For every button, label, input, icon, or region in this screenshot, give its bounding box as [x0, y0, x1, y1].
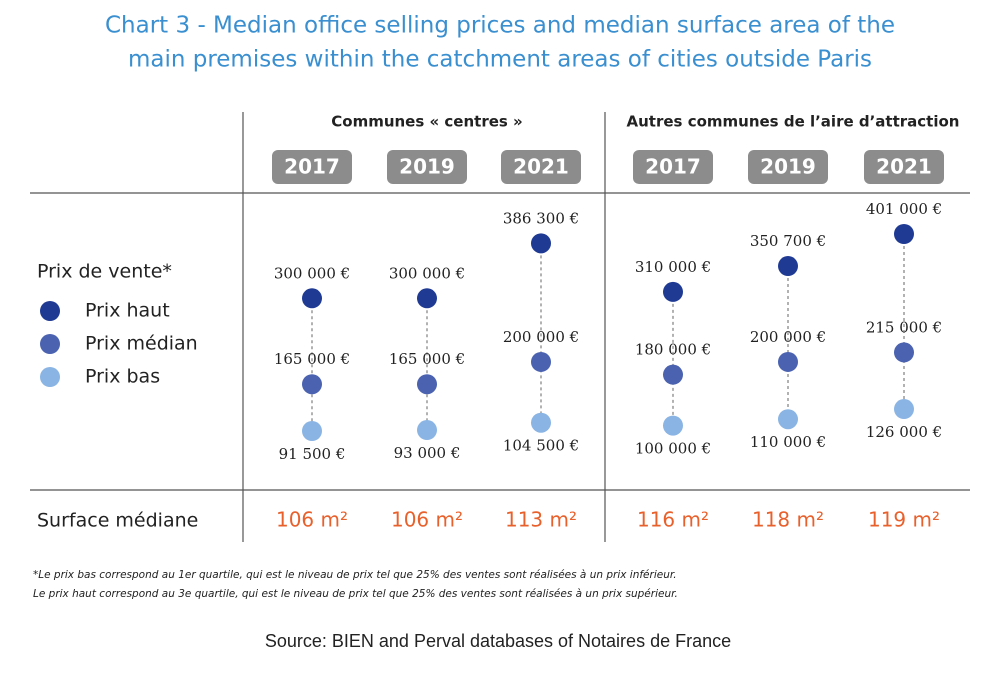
- legend-marker: [40, 367, 60, 387]
- x-tick-label: 2019: [760, 155, 816, 179]
- value-label: 100 000 €: [635, 440, 711, 458]
- value-label: 401 000 €: [866, 200, 942, 218]
- year-badge: [633, 150, 713, 184]
- legend-label: Prix bas: [85, 366, 160, 388]
- legend-title: Prix de vente*: [37, 261, 172, 283]
- value-label: 126 000 €: [866, 423, 942, 441]
- source: Source: BIEN and Perval databases of Not…: [265, 631, 731, 651]
- value-label: 91 500 €: [279, 445, 346, 463]
- value-label: 104 500 €: [503, 437, 579, 455]
- year-badge: [864, 150, 944, 184]
- x-tick-label: 2021: [876, 155, 932, 179]
- value-label: 215 000 €: [866, 318, 942, 336]
- value-label: 386 300 €: [503, 209, 579, 227]
- dot: [663, 364, 683, 385]
- legend-label: Prix haut: [85, 300, 170, 322]
- dot: [302, 288, 322, 309]
- surface-value: 113 m²: [505, 508, 577, 532]
- value-label: 310 000 €: [635, 258, 711, 276]
- value-label: 350 700 €: [750, 232, 826, 250]
- row-label: Surface médiane: [37, 510, 198, 532]
- x-tick-label: 2017: [645, 155, 701, 179]
- group-label: Communes « centres »: [331, 113, 523, 131]
- value-label: 93 000 €: [394, 444, 461, 462]
- legend-marker: [40, 334, 60, 354]
- year-badge: [272, 150, 352, 184]
- x-tick-label: 2021: [513, 155, 569, 179]
- dot: [778, 409, 798, 430]
- value-label: 200 000 €: [503, 328, 579, 346]
- x-tick-label: 2017: [284, 155, 340, 179]
- dot: [531, 412, 551, 433]
- dot: [778, 351, 798, 372]
- surface-value: 106 m²: [391, 508, 463, 532]
- footnote: *Le prix bas correspond au 1er quartile,…: [33, 569, 677, 581]
- surface-value: 119 m²: [868, 508, 940, 532]
- footnote: Le prix haut correspond au 3e quartile, …: [33, 588, 678, 600]
- dot: [531, 351, 551, 372]
- dot: [302, 421, 322, 441]
- value-label: 300 000 €: [389, 264, 465, 282]
- value-label: 300 000 €: [274, 264, 350, 282]
- value-label: 180 000 €: [635, 341, 711, 359]
- year-badge: [501, 150, 581, 184]
- chart-title: Chart 3 - Median office selling prices a…: [105, 13, 895, 39]
- surface-value: 106 m²: [276, 508, 348, 532]
- dot: [302, 374, 322, 395]
- value-label: 200 000 €: [750, 328, 826, 346]
- year-badge: [748, 150, 828, 184]
- chart-title: main premises within the catchment areas…: [128, 47, 872, 73]
- value-label: 165 000 €: [389, 350, 465, 368]
- value-label: 110 000 €: [750, 433, 826, 451]
- dot: [894, 224, 914, 244]
- dot: [663, 281, 683, 302]
- dot: [778, 256, 798, 277]
- legend-marker: [40, 301, 60, 321]
- group-label: Autres communes de l’aire d’attraction: [627, 113, 960, 131]
- dot: [531, 233, 551, 254]
- x-tick-label: 2019: [399, 155, 455, 179]
- dot: [894, 399, 914, 420]
- dot: [417, 288, 437, 309]
- year-badge: [387, 150, 467, 184]
- surface-value: 116 m²: [637, 508, 709, 532]
- legend-label: Prix médian: [85, 333, 198, 355]
- dot: [894, 342, 914, 363]
- surface-value: 118 m²: [752, 508, 824, 532]
- value-label: 165 000 €: [274, 350, 350, 368]
- dot: [663, 415, 683, 436]
- dot: [417, 420, 437, 441]
- dot: [417, 374, 437, 395]
